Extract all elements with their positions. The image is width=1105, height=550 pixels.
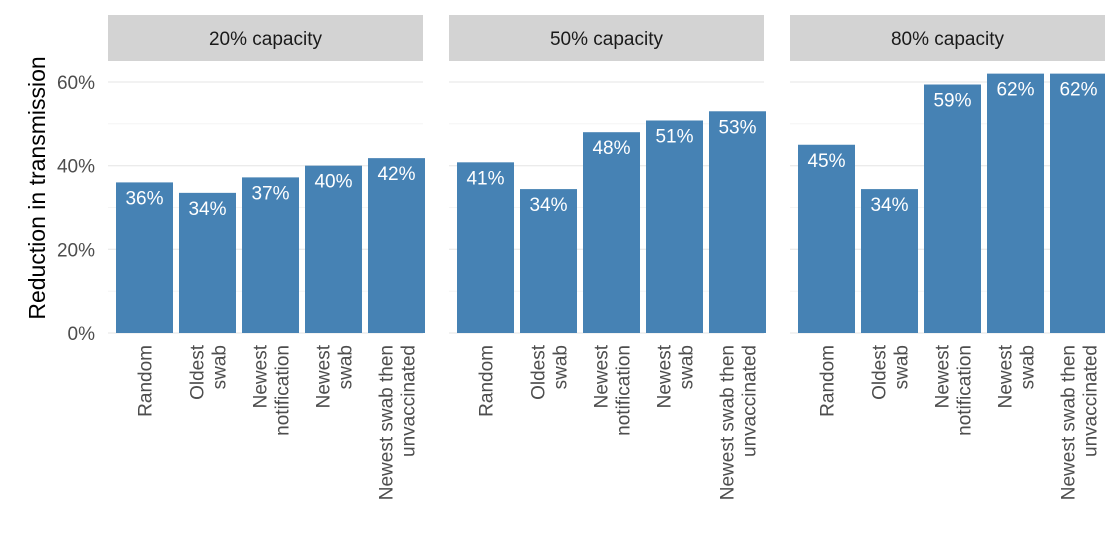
panel: 20% capacity 36% Random 34% Oldestswab 37% New… xyxy=(108,15,425,500)
bar xyxy=(368,158,425,333)
bar xyxy=(861,189,918,333)
bar xyxy=(520,189,577,333)
bar-value-label: 45% xyxy=(807,151,845,172)
panels: 20% capacity 36% Random 34% Oldestswab 37% New… xyxy=(108,15,1105,500)
x-category-label: Newestnotification xyxy=(592,344,635,436)
bar-value-label: 36% xyxy=(125,188,163,209)
facet-strip xyxy=(108,15,423,61)
bar-value-label: 34% xyxy=(529,195,567,216)
bar xyxy=(305,165,362,333)
y-tick-label: 0% xyxy=(68,324,96,345)
facet-strip xyxy=(790,15,1105,61)
bar xyxy=(242,177,299,333)
facet-strip xyxy=(449,15,764,61)
x-category-label: Random xyxy=(136,345,157,417)
bar-value-label: 40% xyxy=(314,172,352,193)
y-axis-title: Reduction in transmission xyxy=(24,56,50,319)
bar-value-label: 41% xyxy=(466,168,504,189)
panel: 50% capacity 41% Random 34% Oldestswab 48% New… xyxy=(449,15,766,500)
x-category-label: Random xyxy=(477,345,498,417)
x-category-label: Oldestswab xyxy=(870,344,913,400)
x-category-label: Newestswab xyxy=(996,344,1039,408)
bar-value-label: 62% xyxy=(996,80,1034,101)
bar-value-label: 62% xyxy=(1059,80,1097,101)
bar-value-label: 37% xyxy=(251,183,289,204)
bar xyxy=(646,120,703,333)
y-axis-ticks: 0% 20% 40% 60% xyxy=(57,73,95,345)
bar xyxy=(798,144,855,333)
y-tick-label: 40% xyxy=(57,157,95,178)
y-tick-label: 20% xyxy=(57,240,95,261)
x-category-label: Newest swab thenunvaccinated xyxy=(377,345,420,500)
x-category-label: Newestnotification xyxy=(933,344,976,436)
bar xyxy=(709,111,766,334)
facet-title: 80% capacity xyxy=(891,29,1005,50)
bar xyxy=(924,84,981,333)
bar-value-label: 34% xyxy=(188,199,226,220)
x-category-label: Oldestswab xyxy=(529,344,572,400)
x-category-label: Newestnotification xyxy=(251,344,294,436)
bar xyxy=(987,73,1044,333)
bar-value-label: 34% xyxy=(870,195,908,216)
bar xyxy=(457,162,514,333)
bar-value-label: 59% xyxy=(933,91,971,112)
x-category-label: Newest swab thenunvaccinated xyxy=(1059,345,1102,500)
bar-value-label: 53% xyxy=(718,117,756,138)
x-category-label: Oldestswab xyxy=(188,344,231,400)
facet-title: 50% capacity xyxy=(550,29,664,50)
x-category-label: Newestswab xyxy=(314,344,357,408)
bar xyxy=(179,192,236,333)
x-category-label: Newestswab xyxy=(655,344,698,408)
x-category-label: Random xyxy=(818,345,839,417)
bar-value-label: 48% xyxy=(592,138,630,159)
panel: 80% capacity 45% Random 34% Oldestswab 59% New… xyxy=(790,15,1105,500)
bar-value-label: 42% xyxy=(377,164,415,185)
y-tick-label: 60% xyxy=(57,73,95,94)
bar xyxy=(116,182,173,333)
x-category-label: Newest swab thenunvaccinated xyxy=(718,345,761,500)
bar-value-label: 51% xyxy=(655,126,693,147)
facet-title: 20% capacity xyxy=(209,29,323,50)
bar xyxy=(583,132,640,333)
bar xyxy=(1050,73,1105,333)
